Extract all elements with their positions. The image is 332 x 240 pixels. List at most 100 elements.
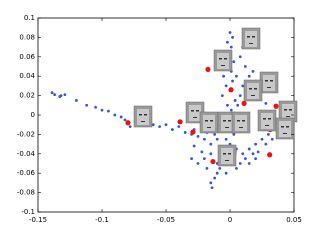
point	[203, 157, 206, 161]
y-tick-label: 0.1	[24, 14, 35, 22]
x-tick-label: 0.05	[286, 216, 302, 224]
face-mouth	[283, 133, 287, 134]
point	[107, 109, 110, 113]
point	[231, 36, 234, 39]
point	[226, 103, 229, 107]
y-tick-label: -0.04	[17, 150, 36, 158]
face-skin	[245, 31, 257, 47]
face-eye	[265, 80, 268, 82]
point	[264, 142, 268, 146]
face	[278, 100, 298, 123]
highlight-point	[228, 87, 234, 93]
point	[226, 40, 229, 44]
face-eye	[205, 120, 208, 122]
face	[259, 71, 279, 94]
point	[241, 84, 245, 88]
y-tick-label: 0.06	[19, 53, 35, 61]
face-eye	[268, 118, 271, 120]
point	[229, 108, 233, 112]
face-eye	[210, 120, 213, 122]
point	[196, 162, 200, 165]
x-tick-label: -0.15	[29, 216, 47, 224]
face-mouth	[207, 127, 211, 128]
point	[254, 157, 257, 161]
highlight-point	[273, 103, 279, 109]
face-eye	[196, 110, 199, 112]
point	[235, 74, 238, 78]
face-eye	[242, 120, 245, 122]
face-eye	[139, 114, 142, 116]
highlight-point	[267, 152, 273, 158]
point	[260, 137, 264, 141]
face-mouth	[193, 117, 197, 118]
face-eye	[237, 120, 240, 122]
point	[158, 125, 162, 129]
point	[209, 181, 213, 185]
face	[217, 144, 237, 167]
x-tick-label: 0	[228, 216, 232, 224]
face-mouth	[239, 127, 243, 128]
point	[151, 123, 155, 127]
face	[243, 79, 263, 102]
point	[224, 171, 228, 175]
point	[264, 101, 268, 105]
face-eye	[191, 110, 194, 112]
point	[254, 142, 257, 146]
point	[222, 74, 226, 78]
y-tick-label: 0.02	[19, 92, 35, 100]
face-skin	[261, 113, 273, 129]
face-mouth	[225, 127, 229, 128]
face	[217, 111, 237, 134]
point	[209, 142, 213, 146]
face-eye	[252, 36, 255, 38]
highlight-point	[241, 100, 247, 106]
face-mouth	[225, 160, 229, 161]
point	[205, 166, 209, 170]
point	[215, 171, 219, 175]
face	[213, 49, 233, 72]
point	[58, 95, 62, 98]
point	[243, 65, 247, 68]
face-skin	[247, 83, 259, 99]
face-eye	[223, 120, 226, 122]
point	[228, 31, 232, 34]
face-mouth	[265, 125, 269, 126]
face-mouth	[249, 43, 253, 44]
face-eye	[281, 126, 284, 128]
point	[238, 94, 242, 97]
x-tick-label: -0.1	[95, 216, 109, 224]
point	[247, 162, 251, 165]
face-eye	[289, 109, 292, 111]
y-tick-label: -0.02	[17, 130, 35, 138]
face-skin	[235, 115, 247, 131]
face-eye	[224, 58, 227, 60]
point	[213, 133, 217, 136]
face-skin	[203, 115, 215, 131]
face-eye	[223, 153, 226, 155]
face-thumbnails	[133, 27, 298, 167]
point	[224, 137, 228, 141]
point	[270, 137, 274, 141]
face-eye	[228, 120, 231, 122]
face	[241, 27, 261, 50]
point	[238, 55, 242, 59]
face-eye	[228, 153, 231, 155]
face-eye	[286, 126, 289, 128]
point	[209, 152, 213, 156]
face-mouth	[251, 95, 255, 96]
face-skin	[282, 104, 294, 120]
face-skin	[279, 121, 291, 137]
point	[128, 125, 132, 129]
point	[177, 125, 181, 129]
y-tick-label: -0.1	[21, 208, 35, 216]
point	[220, 94, 224, 97]
highlight-point	[205, 66, 211, 73]
point	[231, 79, 234, 83]
point	[224, 84, 228, 88]
highlight-point	[125, 120, 131, 126]
face	[231, 111, 251, 134]
face-eye	[247, 36, 250, 38]
point	[218, 166, 222, 170]
highlight-point	[177, 119, 183, 125]
